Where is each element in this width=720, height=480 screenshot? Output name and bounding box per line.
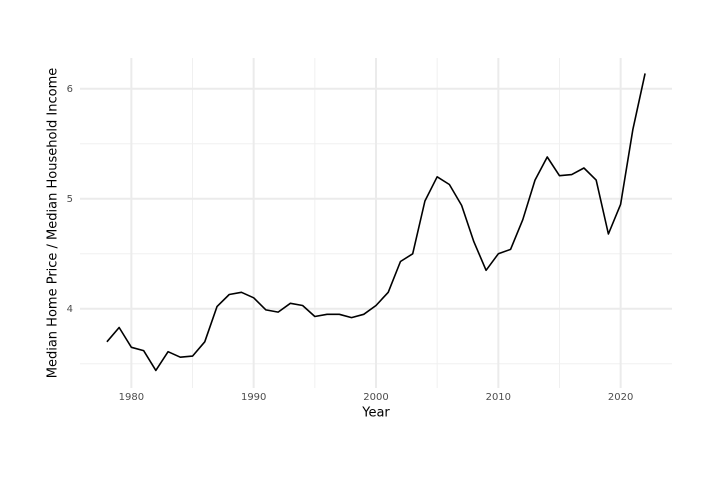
y-tick-label: 5 — [67, 194, 73, 205]
line — [106, 73, 646, 372]
x-axis-title: Year — [361, 406, 390, 421]
x-tick-label: 1980 — [119, 392, 144, 403]
y-tick-label: 6 — [67, 84, 73, 95]
x-tick-label: 2010 — [486, 392, 511, 403]
x-tick-label: 2020 — [608, 392, 633, 403]
x-tick-label: 1990 — [241, 392, 266, 403]
x-tick-label: 2000 — [363, 392, 388, 403]
y-axis-title: Median Home Price / Median Household Inc… — [46, 68, 61, 378]
y-tick-label: 4 — [67, 304, 73, 315]
